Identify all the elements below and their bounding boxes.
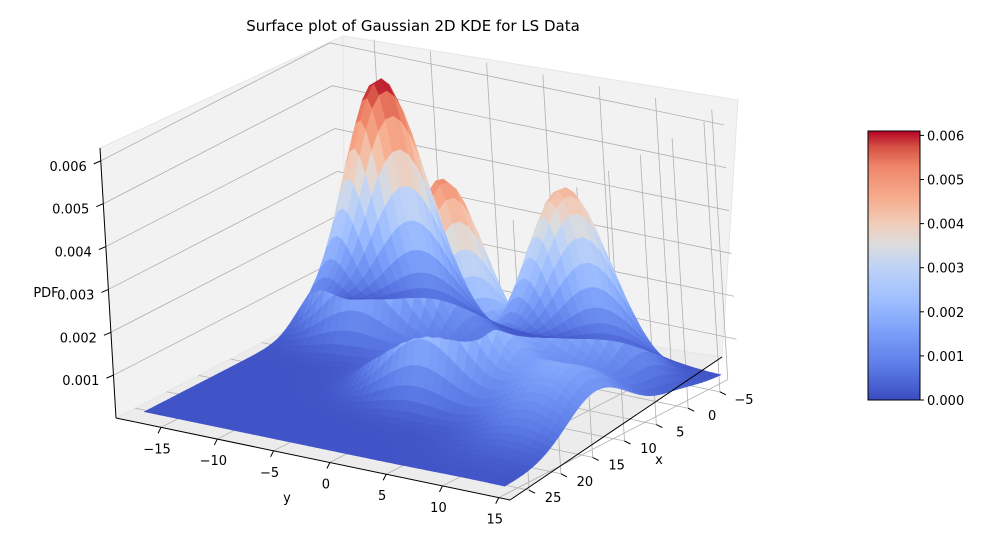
- z-ticks-mark: [98, 246, 107, 251]
- z-ticks-mark: [96, 203, 104, 208]
- z-ticks-label: 0.001: [62, 374, 99, 389]
- y-ticks-mark: [382, 474, 387, 481]
- axis-lines: [99, 147, 723, 501]
- z-ticks-label: 0.006: [50, 160, 87, 175]
- x-ticks-label: 20: [577, 475, 594, 490]
- chart-title: Surface plot of Gaussian 2D KDE for LS D…: [246, 17, 580, 35]
- z-axis-ticks: 0.001 0.002 0.003 0.004 0.005 0.006: [50, 160, 114, 389]
- y-ticks-mark: [326, 462, 331, 469]
- z-ticks-mark: [106, 374, 114, 379]
- x-ticks-mark: [687, 407, 695, 412]
- y-ticks-mark: [439, 485, 443, 493]
- colorbar-tick-label: 0.001: [927, 350, 964, 365]
- z-ticks-mark: [101, 288, 109, 293]
- colorbar-tick-label: 0.000: [927, 394, 964, 409]
- y-ticks-label: 15: [486, 513, 503, 528]
- x-ticks-label: 5: [676, 426, 684, 441]
- y-ticks-label: 10: [430, 501, 447, 516]
- z-ticks-mark: [103, 331, 112, 336]
- z-ticks-label: 0.005: [52, 203, 89, 218]
- x-axis-line: [509, 356, 723, 501]
- colorbar-tick-label: 0.005: [927, 174, 964, 189]
- colorbar: 0.000 0.001 0.002 0.003 0.004 0.005 0.006: [867, 129, 964, 409]
- x-ticks-label: 15: [608, 458, 625, 473]
- y-ticks-mark: [270, 450, 275, 458]
- y-ticks-mark: [495, 497, 500, 504]
- y-ticks-label: −5: [260, 466, 279, 481]
- surface-mesh: [143, 78, 722, 487]
- x-ticks-mark: [624, 440, 631, 445]
- z-axis-line: [99, 147, 117, 419]
- grid-line-y: [498, 109, 729, 499]
- colorbar-tick-label: 0.004: [927, 218, 964, 233]
- x-axis-ticks: −5 0 5 10 15 20 25: [528, 391, 754, 506]
- grid-line-z: [108, 171, 732, 290]
- y-ticks-label: −15: [143, 442, 170, 457]
- x-ticks-mark: [560, 473, 568, 478]
- y-ticks-label: 5: [378, 489, 386, 504]
- y-ticks-mark: [213, 438, 218, 446]
- grid-line-z: [105, 128, 729, 247]
- colorbar-gradient: [867, 130, 921, 401]
- grid-line-z: [103, 85, 727, 205]
- y-ticks-label: −10: [200, 454, 227, 469]
- x-ticks-label: −5: [734, 393, 753, 408]
- grid-line-z: [100, 42, 724, 162]
- z-ticks-label: 0.002: [60, 331, 97, 346]
- x-ticks-mark: [656, 424, 663, 429]
- x-ticks-label: 0: [708, 409, 716, 424]
- x-ticks-mark: [528, 489, 536, 494]
- x-ticks-mark: [592, 456, 599, 461]
- y-ticks-mark: [157, 427, 162, 434]
- colorbar-tick-label: 0.002: [927, 306, 964, 321]
- x-ticks-label: 25: [545, 491, 562, 506]
- z-axis-label: PDF: [33, 286, 58, 301]
- y-axis-ticks: −15 −10 −5 0 5 10 15: [143, 427, 503, 528]
- y-axis-line: [115, 417, 511, 501]
- colorbar-ticks: 0.000 0.001 0.002 0.003 0.004 0.005 0.006: [920, 129, 964, 409]
- z-ticks-mark: [93, 160, 101, 165]
- colorbar-tick-label: 0.003: [927, 262, 964, 277]
- x-axis-label: x: [655, 453, 663, 468]
- z-ticks-label: 0.004: [55, 246, 92, 261]
- surface-patch: [707, 372, 722, 378]
- colorbar-tick-label: 0.006: [927, 129, 964, 144]
- y-ticks-label: 0: [322, 478, 330, 493]
- z-ticks-label: 0.003: [57, 288, 94, 303]
- x-ticks-label: 10: [640, 442, 657, 457]
- y-axis-label: y: [283, 491, 291, 506]
- x-ticks-mark: [719, 391, 727, 396]
